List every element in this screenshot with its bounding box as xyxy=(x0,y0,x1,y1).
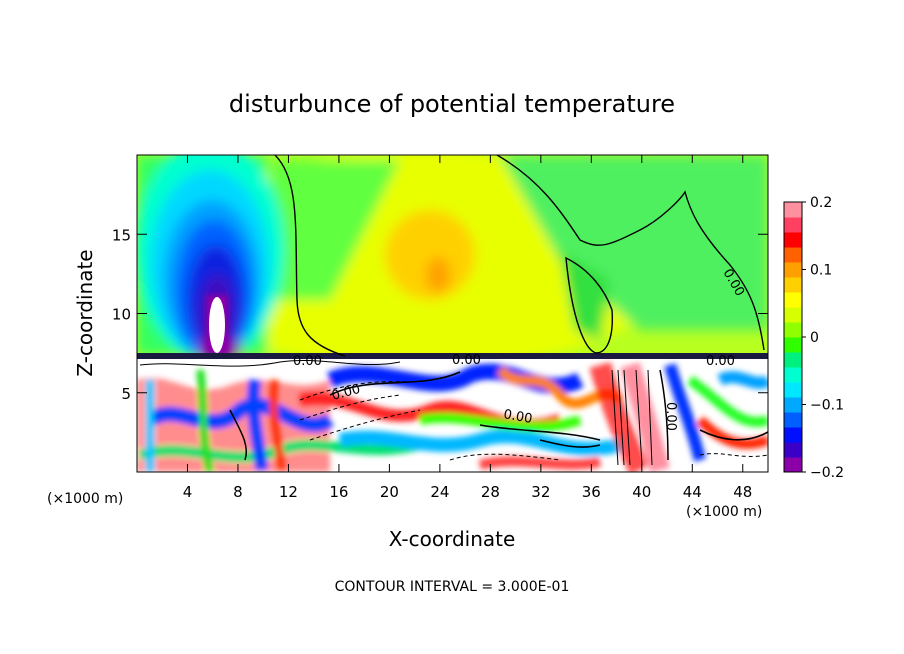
colorbar-swatch xyxy=(784,352,802,368)
colorbar-swatch xyxy=(784,322,802,338)
contour-label: 0.00 xyxy=(663,402,678,431)
x-tick-label: 24 xyxy=(430,483,449,501)
colorbar-swatch xyxy=(784,412,802,428)
colorbar-swatch xyxy=(784,247,802,263)
y-tick-label: 10 xyxy=(112,306,131,324)
inversion-band xyxy=(137,353,768,359)
x-tick-label: 44 xyxy=(683,483,702,501)
contour-labels: 0.00 0.00 0.00 0.00 0.00 0.00 0.00 xyxy=(293,267,747,431)
y-axis-label: Z-coordinate xyxy=(73,249,97,376)
x-axis-label: X-coordinate xyxy=(389,527,516,551)
colorbar-swatch xyxy=(784,397,802,413)
colorbar-tick-label: −0.1 xyxy=(810,398,844,414)
x-tick-label: 12 xyxy=(279,483,298,501)
lower-field xyxy=(137,359,768,472)
colorbar-tick-label: 0.1 xyxy=(810,263,832,279)
contour-label: 0.00 xyxy=(452,353,481,368)
x-tick-label: 20 xyxy=(380,483,399,501)
colorbar-swatch xyxy=(784,232,802,248)
colorbar-swatch xyxy=(784,202,802,218)
colorbar-swatch xyxy=(784,217,802,233)
x-tick-label: 8 xyxy=(233,483,243,501)
x-tick-label: 4 xyxy=(183,483,193,501)
x-tick-label: 36 xyxy=(582,483,601,501)
contour-lines xyxy=(274,155,765,357)
colorbar: 0.2 0.1 0 −0.1 −0.2 xyxy=(783,195,844,481)
x-tick-label: 48 xyxy=(733,483,752,501)
x-unit-right: (×1000 m) xyxy=(686,504,762,520)
contour-interval-note: CONTOUR INTERVAL = 3.000E-01 xyxy=(335,579,570,595)
x-tick-label: 40 xyxy=(632,483,651,501)
colorbar-swatch xyxy=(784,307,802,323)
contour-label: 0.00 xyxy=(502,407,533,427)
colorbar-swatch xyxy=(784,442,802,458)
contour-label: 0.00 xyxy=(293,354,322,369)
colorbar-swatch xyxy=(784,367,802,383)
colorbar-tick-label: 0.2 xyxy=(810,195,832,211)
upper-field xyxy=(137,155,768,370)
x-tick-label: 28 xyxy=(481,483,500,501)
plot-area: 0.00 0.00 0.00 0.00 0.00 0.00 0.00 xyxy=(137,155,768,472)
contour-label: 0.00 xyxy=(706,354,735,369)
x-axis: 4 8 12 16 20 24 28 32 36 40 44 48 xyxy=(183,155,752,501)
x-tick-label: 16 xyxy=(329,483,348,501)
chart-title: disturbunce of potential temperature xyxy=(229,90,675,118)
colorbar-swatch xyxy=(784,337,802,353)
colorbar-swatch xyxy=(784,277,802,293)
colorbar-swatch xyxy=(784,262,802,278)
contour-label: 0.00 xyxy=(330,382,362,404)
y-tick-label: 15 xyxy=(112,226,131,244)
colorbar-swatch xyxy=(784,382,802,398)
y-tick-label: 5 xyxy=(121,385,131,403)
colorbar-swatch xyxy=(784,292,802,308)
colorbar-swatch xyxy=(784,427,802,443)
colorbar-tick-label: 0 xyxy=(810,330,819,346)
x-tick-label: 32 xyxy=(531,483,550,501)
colorbar-tick-label: −0.2 xyxy=(810,465,844,481)
white-core xyxy=(209,297,225,353)
y-axis: 5 10 15 xyxy=(112,226,768,403)
x-unit-left: (×1000 m) xyxy=(47,491,123,507)
colorbar-swatch xyxy=(784,457,802,473)
